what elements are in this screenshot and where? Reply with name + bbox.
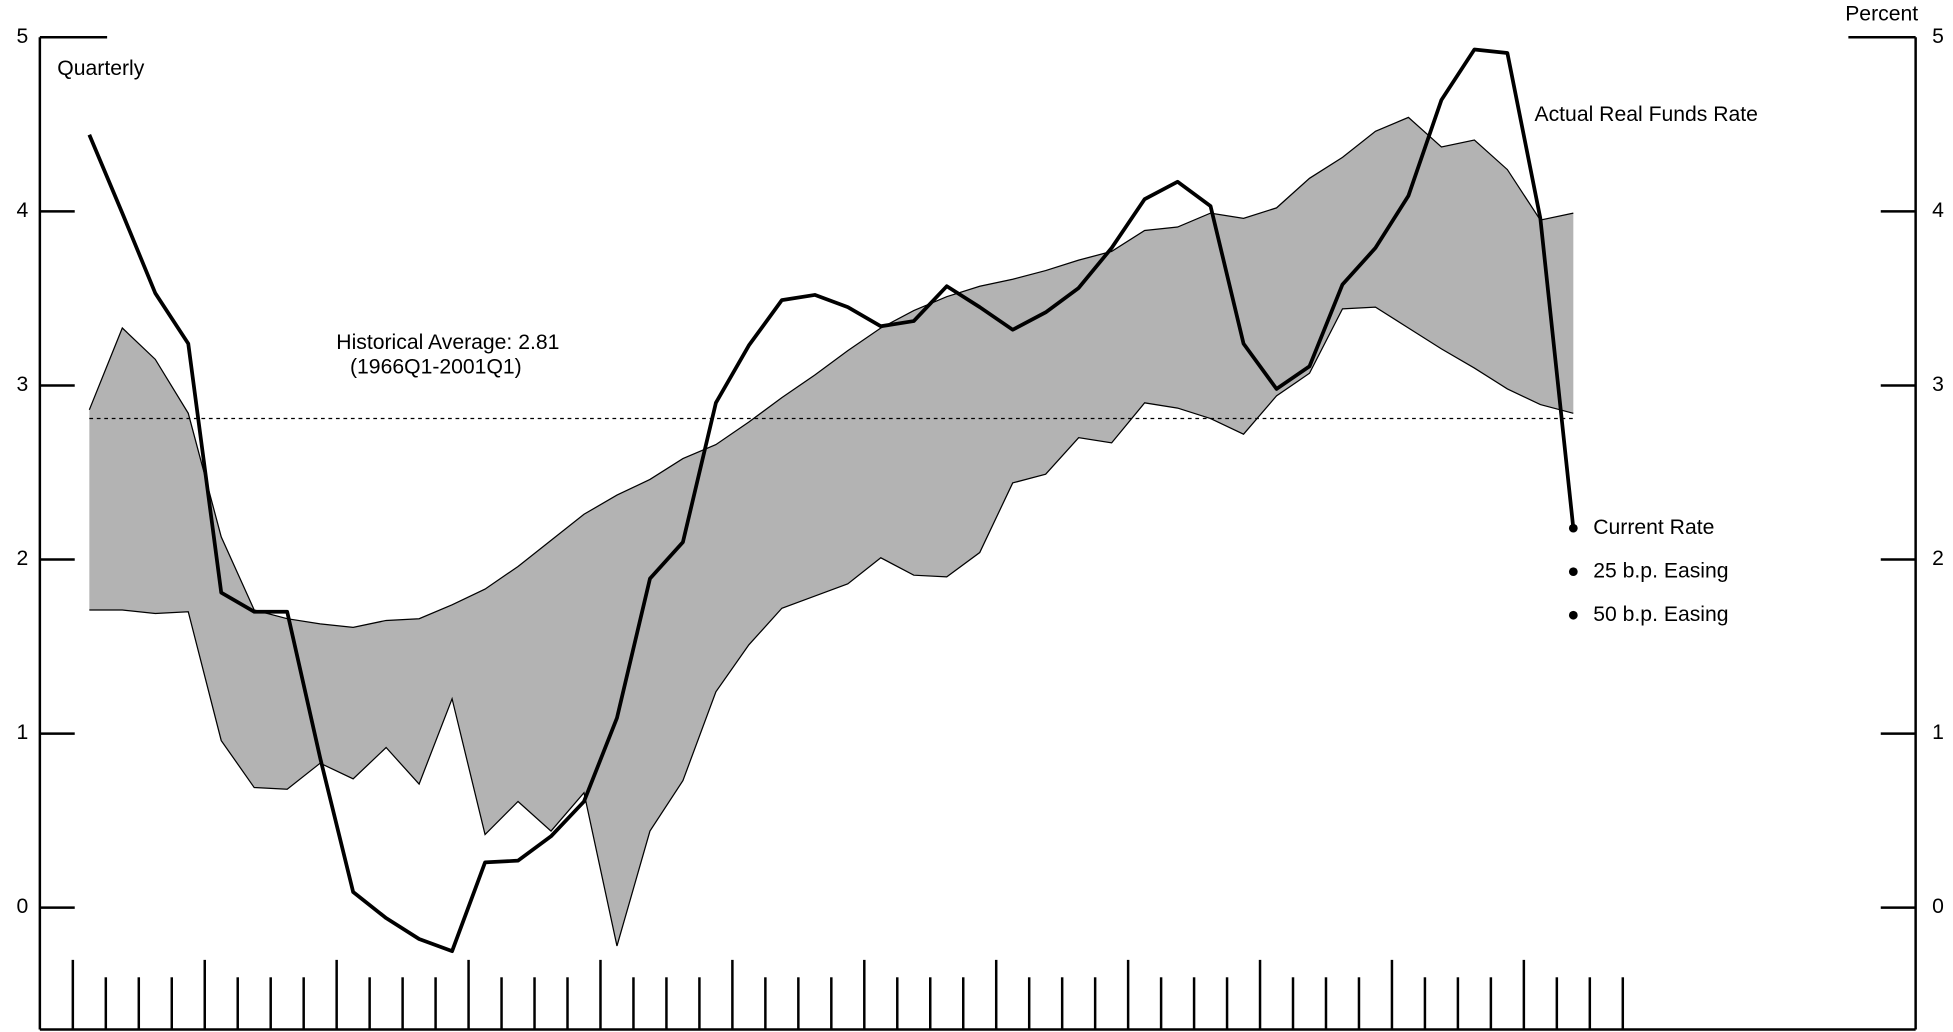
band-edge <box>88 116 1574 629</box>
y2-tick-label: 2 <box>1932 547 1944 570</box>
y2-tick-label: 5 <box>1932 25 1944 48</box>
y2-tick-label: 1 <box>1932 721 1944 744</box>
frequency-note: Quarterly <box>57 57 144 80</box>
legend-label: 25 b.p. Easing <box>1593 559 1728 582</box>
legend-label: Current Rate <box>1593 516 1714 539</box>
range-band <box>89 117 1574 946</box>
current-rate-dot <box>1568 523 1578 533</box>
y2-tick-label: 3 <box>1932 373 1944 396</box>
legend-label: 50 b.p. Easing <box>1593 603 1728 626</box>
average-period: (1966Q1-2001Q1) <box>350 356 522 379</box>
legend-dot <box>1568 567 1578 577</box>
y2-tick-label: 0 <box>1932 895 1944 918</box>
average-label: Historical Average: 2.81 <box>336 331 559 354</box>
y-tick-label: 4 <box>17 199 29 222</box>
y-tick-label: 3 <box>17 373 29 396</box>
y-tick-label: 0 <box>17 895 29 918</box>
legend-dot <box>1568 610 1578 620</box>
y-tick-label: 5 <box>17 25 29 48</box>
series-line <box>87 47 1576 954</box>
y2-tick-label: 4 <box>1932 199 1944 222</box>
band-edge <box>89 306 1574 947</box>
y-tick-label: 1 <box>17 721 29 744</box>
right-axis-unit: Percent <box>1845 3 1918 26</box>
series-label: Actual Real Funds Rate <box>1535 103 1758 126</box>
y-tick-label: 2 <box>17 547 29 570</box>
